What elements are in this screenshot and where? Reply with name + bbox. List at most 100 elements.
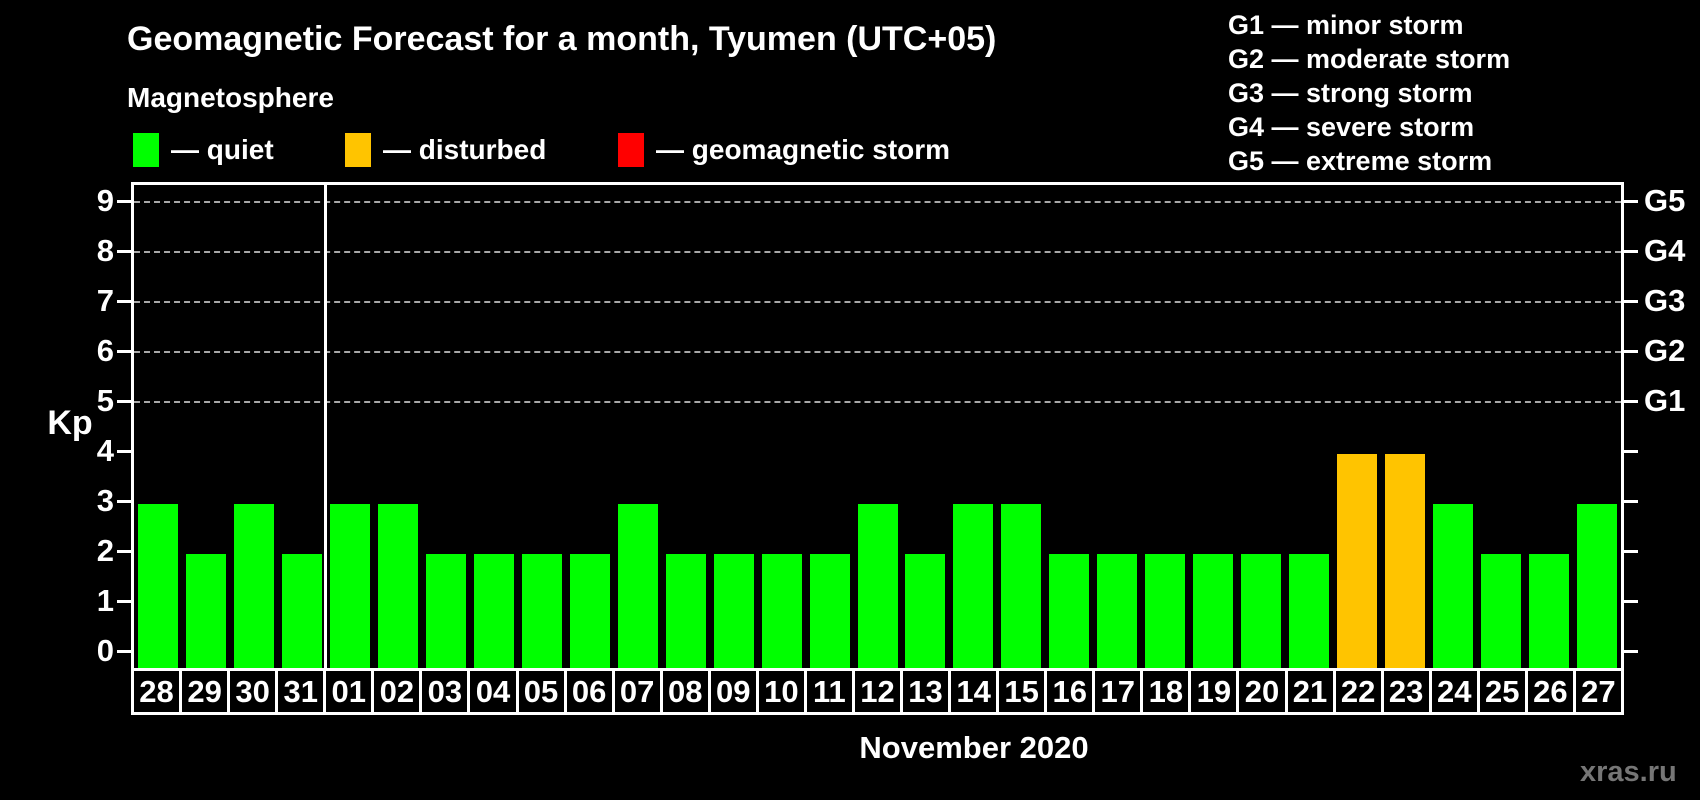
g-axis-label-g3: G3 [1644, 283, 1686, 318]
kp-bar-day-10 [761, 554, 802, 668]
kp-bar-day-25 [1481, 554, 1522, 668]
kp-bar-day-06 [569, 554, 610, 668]
day-label-18: 18 [1140, 671, 1189, 712]
day-label-15: 15 [996, 671, 1045, 712]
g-axis-label-g1: G1 [1644, 383, 1686, 418]
right-tick-kp5 [1624, 399, 1638, 403]
kp-bar-day-24 [1433, 504, 1474, 668]
kp-bar-day-03 [425, 554, 466, 668]
kp-bar-day-13 [905, 554, 946, 668]
legend-item-quiet: — quiet [133, 132, 274, 168]
day-label-20: 20 [1236, 671, 1285, 712]
day-axis-row: 28 29 30 31 01 02 03 04 05 06 07 08 09 10 11 12 13 14 15 16… [131, 668, 1624, 715]
day-label-31: 31 [275, 671, 324, 712]
gridline-kp9 [134, 201, 1621, 203]
kp-bar-day-11 [809, 554, 850, 668]
kp-bar-day-09 [713, 554, 754, 668]
storm-color-swatch [618, 133, 644, 167]
kp-bar-day-08 [665, 554, 706, 668]
kp-bar-day-21 [1289, 554, 1330, 668]
kp-bar-day-30 [233, 504, 274, 668]
left-tick-kp0 [117, 649, 131, 653]
right-tick-kp0 [1624, 649, 1638, 653]
day-label-05: 05 [515, 671, 564, 712]
kp-bar-day-23 [1385, 454, 1426, 668]
legend-storm-label: — geomagnetic storm [656, 134, 951, 165]
left-tick-kp1 [117, 599, 131, 603]
kp-bar-day-26 [1529, 554, 1570, 668]
legend-item-storm: — geomagnetic storm [618, 132, 950, 168]
left-tick-kp7 [117, 299, 131, 303]
kp-bar-day-27 [1577, 504, 1618, 668]
legend-disturbed-label: — disturbed [383, 134, 547, 165]
left-tick-kp5 [117, 399, 131, 403]
kp-bar-day-16 [1049, 554, 1090, 668]
g5-legend-line: G5 — extreme storm [1228, 146, 1493, 176]
kp-bar-day-14 [953, 504, 994, 668]
left-tick-kp2 [117, 549, 131, 553]
right-tick-kp1 [1624, 599, 1638, 603]
g4-legend-line: G4 — severe storm [1228, 112, 1475, 142]
right-tick-kp3 [1624, 499, 1638, 503]
day-label-04: 04 [467, 671, 516, 712]
kp-bar-day-04 [473, 554, 514, 668]
gridline-kp6 [134, 351, 1621, 353]
kp-bar-day-20 [1241, 554, 1282, 668]
day-label-21: 21 [1284, 671, 1333, 712]
kp-bar-day-22 [1337, 454, 1378, 668]
right-tick-kp9 [1624, 199, 1638, 203]
y-tick-label-3: 3 [96, 483, 114, 518]
day-label-02: 02 [371, 671, 420, 712]
legend-quiet-label: — quiet [171, 134, 274, 165]
left-tick-kp9 [117, 199, 131, 203]
day-label-26: 26 [1524, 671, 1573, 712]
plot-area [131, 182, 1624, 668]
day-label-27: 27 [1572, 671, 1621, 712]
day-label-13: 13 [900, 671, 949, 712]
x-axis-label: November 2020 [859, 730, 1089, 765]
gridline-kp8 [134, 251, 1621, 253]
y-tick-label-2: 2 [96, 533, 114, 568]
y-tick-label-7: 7 [96, 283, 114, 318]
day-label-12: 12 [851, 671, 900, 712]
y-tick-label-8: 8 [96, 233, 114, 268]
month-separator-line [324, 185, 328, 668]
day-label-03: 03 [419, 671, 468, 712]
day-label-24: 24 [1428, 671, 1477, 712]
kp-bar-day-19 [1193, 554, 1234, 668]
kp-bar-day-15 [1001, 504, 1042, 668]
left-tick-kp6 [117, 349, 131, 353]
y-axis-label: Kp [47, 404, 93, 442]
g-scale-legend: G1 — minor storm G2 — moderate storm G3 … [1228, 8, 1510, 178]
right-tick-kp7 [1624, 299, 1638, 303]
kp-bar-day-05 [521, 554, 562, 668]
kp-bar-day-28 [137, 504, 178, 668]
y-tick-label-1: 1 [96, 583, 114, 618]
gridline-kp7 [134, 301, 1621, 303]
kp-bar-day-17 [1097, 554, 1138, 668]
right-tick-kp6 [1624, 349, 1638, 353]
g2-legend-line: G2 — moderate storm [1228, 44, 1511, 74]
day-label-08: 08 [659, 671, 708, 712]
kp-bar-day-31 [281, 554, 322, 668]
day-label-19: 19 [1188, 671, 1237, 712]
gridline-kp5 [134, 401, 1621, 403]
day-label-09: 09 [707, 671, 756, 712]
day-label-25: 25 [1476, 671, 1525, 712]
y-tick-label-0: 0 [96, 633, 114, 668]
kp-bar-day-29 [185, 554, 226, 668]
day-label-01: 01 [323, 671, 372, 712]
day-label-23: 23 [1380, 671, 1429, 712]
g-axis-label-g2: G2 [1644, 333, 1686, 368]
left-tick-kp3 [117, 499, 131, 503]
day-label-28: 28 [134, 671, 180, 712]
disturbed-color-swatch [345, 133, 371, 167]
magnetosphere-label: Magnetosphere [127, 82, 334, 113]
right-tick-kp4 [1624, 449, 1638, 453]
kp-bar-day-12 [857, 504, 898, 668]
day-label-17: 17 [1092, 671, 1141, 712]
xras-watermark: xras.ru [1580, 756, 1677, 788]
y-tick-label-6: 6 [96, 333, 114, 368]
g-axis-label-g4: G4 [1644, 233, 1686, 268]
right-tick-kp8 [1624, 249, 1638, 253]
